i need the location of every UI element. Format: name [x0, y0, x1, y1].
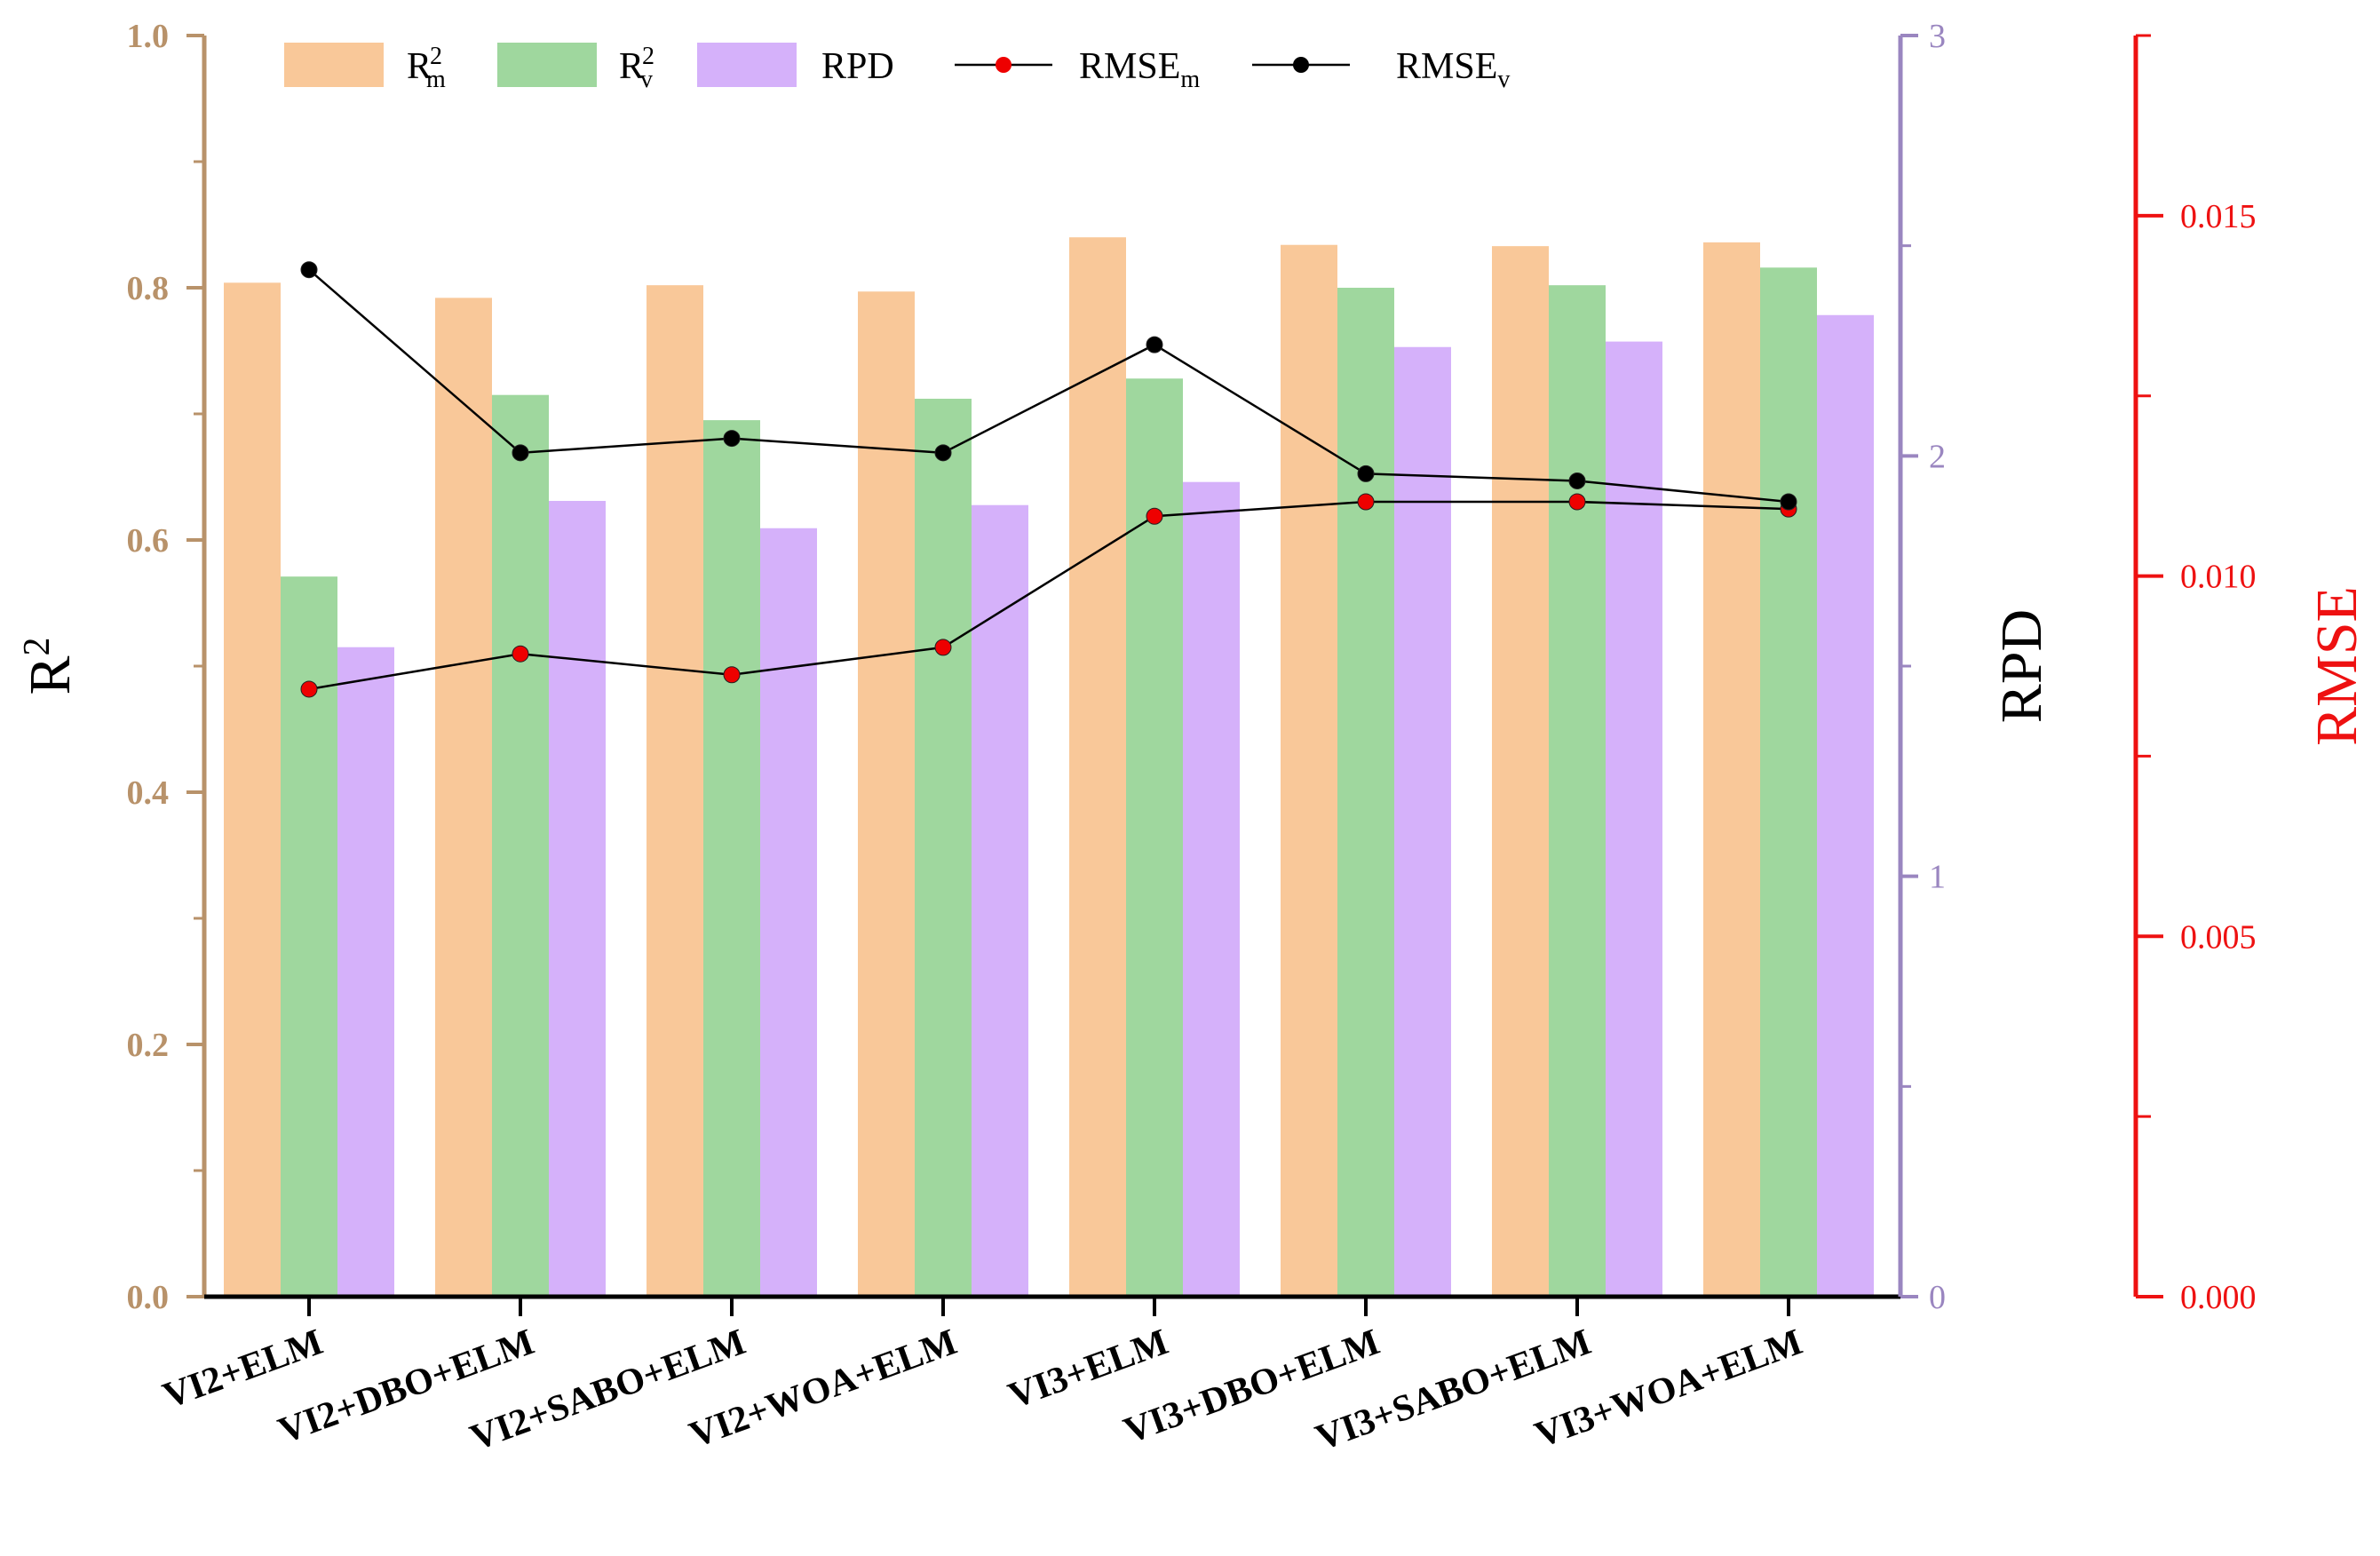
- bar-r2v-vi3-woa-elm: [1760, 267, 1817, 1297]
- legend-label-r2v: R2 v: [619, 43, 654, 93]
- legend-marker-rmsem: [996, 57, 1012, 73]
- r2-tick-label: 0.0: [127, 1279, 170, 1316]
- rmse-axis-title: RMSE: [2305, 586, 2369, 746]
- bar-r2v-vi2-dbo-elm: [492, 394, 549, 1297]
- rmse-tick-label: 0.015: [2180, 198, 2257, 235]
- point-rmsev-vi2-woa-elm: [934, 444, 952, 462]
- bars-layer: [224, 237, 1874, 1298]
- rpd-axis: 0 1 2 3 RPD: [1898, 18, 2054, 1316]
- point-rmsev-vi2-sabo-elm: [723, 430, 741, 448]
- legend: R2 m R2 v RPD RMSEm RMSEv: [284, 43, 1510, 93]
- legend-label-rmsev: RMSEv: [1396, 46, 1510, 93]
- r2-axis-title: R2: [17, 637, 83, 695]
- x-ticks: VI2+ELMVI2+DBO+ELMVI2+SABO+ELMVI2+WOA+EL…: [158, 1297, 1807, 1459]
- bar-r2m-vi3-dbo-elm: [1281, 244, 1337, 1298]
- point-rmsev-vi2-dbo-elm: [512, 444, 529, 462]
- bar-rpd-vi3-sabo-elm: [1606, 341, 1662, 1297]
- point-rmsem-vi2-elm: [300, 680, 318, 698]
- bar-r2m-vi2-woa-elm: [858, 291, 915, 1297]
- bar-r2m-vi2-elm: [224, 282, 281, 1297]
- bar-r2v-vi3-elm: [1126, 378, 1183, 1297]
- rmse-ticks: 0.000 0.005 0.010 0.015: [2136, 34, 2257, 1316]
- legend-swatch-r2v: [497, 43, 597, 87]
- legend-swatch-r2m: [284, 43, 384, 87]
- bar-r2m-vi3-elm: [1069, 237, 1126, 1298]
- bar-r2m-vi3-sabo-elm: [1492, 246, 1549, 1297]
- r2-axis: 0.0 0.2 0.4 0.6 0.8 1.0 R2: [17, 18, 207, 1316]
- legend-label-rpd: RPD: [821, 46, 894, 87]
- legend-marker-rmsev: [1293, 57, 1309, 73]
- point-rmsem-vi2-dbo-elm: [512, 645, 529, 663]
- rmse-tick-label: 0.010: [2180, 559, 2257, 596]
- bar-rpd-vi2-elm: [337, 647, 394, 1297]
- r2-ticks: 0.0 0.2 0.4 0.6 0.8 1.0: [127, 18, 204, 1316]
- bar-rpd-vi2-sabo-elm: [760, 528, 817, 1297]
- rmse-tick-label: 0.005: [2180, 918, 2257, 956]
- point-rmsev-vi3-elm: [1146, 336, 1163, 353]
- point-rmsev-vi3-woa-elm: [1780, 493, 1797, 511]
- bar-rpd-vi2-woa-elm: [972, 504, 1028, 1297]
- point-rmsev-vi3-sabo-elm: [1568, 472, 1586, 489]
- bar-r2v-vi2-woa-elm: [915, 398, 972, 1298]
- bar-rpd-vi2-dbo-elm: [549, 500, 606, 1297]
- rmse-axis: 0.000 0.005 0.010 0.015 RMSE: [2133, 34, 2369, 1316]
- lines-layer: [300, 261, 1797, 698]
- point-rmsem-vi2-woa-elm: [934, 639, 952, 656]
- legend-label-r2m: R2 m: [407, 43, 446, 93]
- point-rmsem-vi3-sabo-elm: [1568, 493, 1586, 511]
- r2-tick-label: 0.4: [127, 774, 170, 812]
- rpd-tick-label: 3: [1929, 18, 1946, 55]
- rpd-tick-label: 1: [1929, 859, 1946, 896]
- x-axis: VI2+ELMVI2+DBO+ELMVI2+SABO+ELMVI2+WOA+EL…: [158, 1294, 1900, 1459]
- point-rmsev-vi2-elm: [300, 261, 318, 279]
- point-rmsem-vi3-elm: [1146, 507, 1163, 525]
- line-rmsem: [308, 500, 1789, 691]
- rmse-tick-label: 0.000: [2180, 1279, 2257, 1316]
- rpd-ticks: 0 1 2 3: [1900, 18, 1946, 1316]
- bar-rpd-vi3-dbo-elm: [1394, 346, 1451, 1297]
- rpd-tick-label: 0: [1929, 1279, 1946, 1316]
- bar-rpd-vi3-woa-elm: [1817, 314, 1874, 1298]
- r2-tick-label: 1.0: [127, 18, 170, 55]
- bar-r2m-vi2-dbo-elm: [435, 298, 492, 1297]
- bar-rpd-vi3-elm: [1183, 481, 1240, 1297]
- legend-swatch-rpd: [697, 43, 797, 87]
- line-rmsev: [308, 268, 1789, 504]
- rpd-axis-title: RPD: [1989, 609, 2054, 723]
- bar-r2v-vi3-dbo-elm: [1337, 288, 1394, 1297]
- rpd-tick-label: 2: [1929, 438, 1946, 475]
- point-rmsem-vi2-sabo-elm: [723, 666, 741, 684]
- bar-r2v-vi3-sabo-elm: [1549, 285, 1606, 1297]
- r2-tick-label: 0.2: [127, 1027, 170, 1064]
- bar-r2m-vi3-woa-elm: [1703, 242, 1760, 1297]
- point-rmsev-vi3-dbo-elm: [1357, 464, 1375, 482]
- legend-label-rmsem: RMSEm: [1079, 46, 1200, 93]
- bar-r2v-vi2-sabo-elm: [703, 420, 760, 1298]
- point-rmsem-vi3-dbo-elm: [1357, 493, 1375, 511]
- r2-tick-label: 0.6: [127, 522, 170, 560]
- bar-r2m-vi2-sabo-elm: [647, 285, 703, 1297]
- r2-tick-label: 0.8: [127, 270, 170, 307]
